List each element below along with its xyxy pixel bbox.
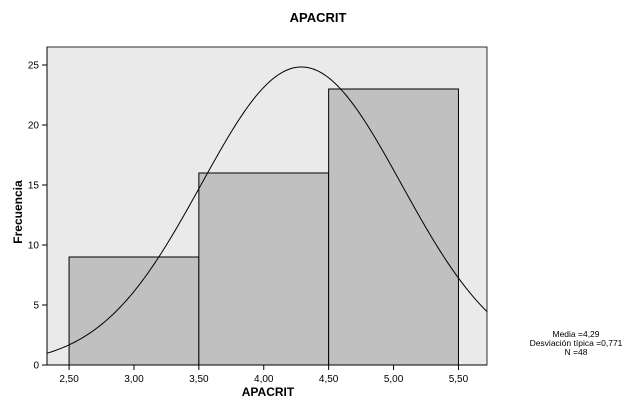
x-tick-label: 4,00	[254, 374, 274, 385]
histogram-bar-1	[68, 256, 200, 366]
y-axis-label: Frecuencia	[11, 180, 25, 244]
std-dev-text: Desviación típica =0,771	[529, 338, 623, 348]
statistics-box: Media =4,29 Desviación típica =0,771 N =…	[520, 330, 632, 357]
y-tick-label: 15	[28, 181, 40, 192]
x-tick-label: 4,50	[319, 374, 339, 385]
histogram-bar-3	[328, 88, 459, 366]
y-tick-label: 25	[28, 61, 40, 72]
y-tick-label: 20	[28, 121, 40, 132]
chart-title: APACRIT	[290, 10, 347, 25]
x-axis-label: APACRIT	[242, 385, 295, 399]
histogram-bar-2	[198, 172, 330, 366]
mean-text: Media =4,29	[552, 329, 600, 339]
y-tick-label: 5	[33, 301, 39, 312]
x-tick-label: 2,50	[59, 374, 79, 385]
x-tick-label: 3,50	[189, 374, 209, 385]
x-tick-label: 3,00	[124, 374, 144, 385]
normal-curve	[46, 66, 488, 354]
n-text: N =48	[564, 347, 588, 357]
x-tick-label: 5,00	[384, 374, 404, 385]
y-tick-label: 0	[33, 361, 39, 372]
x-tick-label: 5,50	[449, 374, 469, 385]
y-tick-label: 10	[28, 241, 40, 252]
